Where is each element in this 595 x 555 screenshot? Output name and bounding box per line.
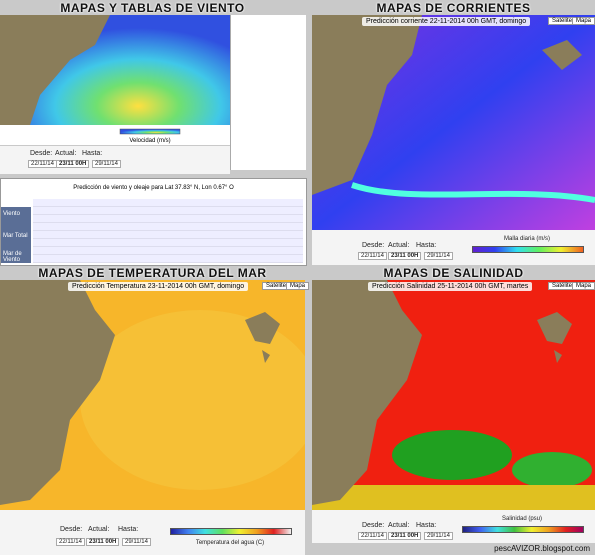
- time-controls: Desde: Actual: Hasta: 22/11/14 23/11 00H…: [312, 510, 595, 543]
- date-box[interactable]: 23/11 00H: [56, 160, 90, 168]
- date-box[interactable]: 23/11 00H: [388, 532, 422, 540]
- date-box[interactable]: 23/11 00H: [86, 538, 120, 546]
- date-box[interactable]: 29/11/14: [122, 538, 151, 546]
- label: Actual:: [55, 150, 77, 157]
- row-header: Viento Mar Total Mar de Viento: [1, 207, 31, 263]
- label: Hasta:: [118, 526, 139, 533]
- wind-map: Velocidad (m/s): [0, 15, 230, 145]
- map-button[interactable]: Mapa: [572, 282, 595, 290]
- map-button[interactable]: Mapa: [286, 282, 310, 290]
- wind-table: Predicción de viento y oleaje para Lat 3…: [0, 178, 307, 266]
- label: Hasta:: [416, 522, 437, 529]
- label: Actual:: [88, 526, 110, 533]
- map-header: Predicción Temperatura 23-11-2014 00h GM…: [68, 282, 249, 291]
- legend-label: Salinidad (psu): [501, 516, 543, 522]
- map-header: Predicción Salinidad 25-11-2014 00h GMT,…: [368, 282, 533, 291]
- current-map: [312, 15, 595, 230]
- time-controls: Desde: Actual: Hasta: 22/11/14 23/11 00H…: [312, 230, 595, 265]
- date-box[interactable]: 23/11 00H: [388, 252, 422, 260]
- legend-label: Temperatura del agua (C): [195, 540, 265, 546]
- panel-title: MAPAS DE SALINIDAD: [383, 266, 524, 280]
- label: Desde:: [60, 526, 83, 533]
- table-caption: Predicción de viento y oleaje para Lat 3…: [73, 185, 234, 191]
- date-box[interactable]: 22/11/14: [28, 160, 57, 168]
- label: Desde:: [30, 150, 53, 157]
- row-label: Mar Total: [3, 233, 28, 239]
- label: Hasta:: [82, 150, 103, 157]
- panel-title: MAPAS DE CORRIENTES: [376, 1, 531, 15]
- date-box[interactable]: 22/11/14: [358, 252, 387, 260]
- panel-title: MAPAS Y TABLAS DE VIENTO: [60, 1, 245, 15]
- legend-label: Velocidad (m/s): [129, 138, 170, 144]
- color-scale: [170, 528, 292, 535]
- label: Actual:: [388, 522, 410, 529]
- salinity-map: [312, 280, 595, 510]
- footer: pescAVIZOR.blogspot.com: [494, 544, 590, 553]
- label: Desde:: [362, 522, 385, 529]
- color-scale: [472, 246, 584, 253]
- panel-title: MAPAS DE TEMPERATURA DEL MAR: [38, 266, 267, 280]
- time-controls: Desde: Actual: Hasta: 22/11/14 23/11 00H…: [0, 146, 230, 174]
- date-box[interactable]: 29/11/14: [424, 252, 453, 260]
- date-box[interactable]: 22/11/14: [358, 532, 387, 540]
- label: Hasta:: [416, 242, 437, 249]
- color-scale: [462, 526, 584, 533]
- date-box[interactable]: 29/11/14: [92, 160, 121, 168]
- row-label: Viento: [3, 211, 20, 217]
- date-box[interactable]: 29/11/14: [424, 532, 453, 540]
- row-label: Mar de Viento: [3, 251, 22, 263]
- label: Actual:: [388, 242, 410, 249]
- table-cells: [33, 199, 303, 263]
- map-header: Predicción corriente 22-11-2014 00h GMT,…: [362, 17, 531, 26]
- label: Desde:: [362, 242, 385, 249]
- date-box[interactable]: 22/11/14: [56, 538, 85, 546]
- legend-label: Malla diaria (m/s): [503, 236, 550, 242]
- layer-list: [230, 15, 306, 170]
- map-button[interactable]: Mapa: [572, 17, 595, 25]
- time-controls: Desde: Actual: Hasta: 22/11/14 23/11 00H…: [0, 510, 305, 555]
- temperature-map: [0, 280, 305, 510]
